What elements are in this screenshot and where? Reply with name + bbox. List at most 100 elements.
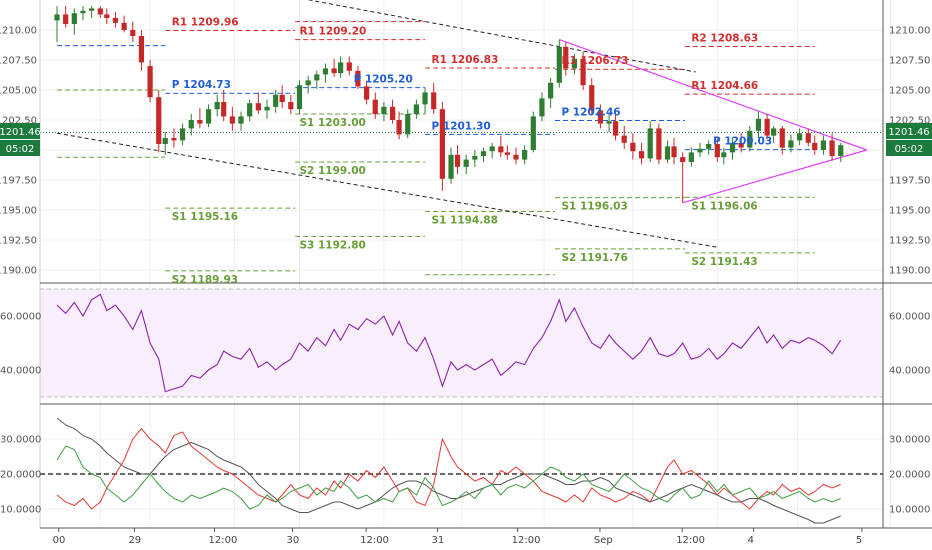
candle-body bbox=[214, 102, 220, 110]
price-tick-right: 1192.50 bbox=[889, 236, 930, 247]
pivot-level-label: S1 1196.06 bbox=[691, 200, 757, 212]
rsi-tick-right: 40.0000 bbox=[889, 366, 930, 377]
candle-body bbox=[104, 14, 110, 18]
candle-body bbox=[664, 146, 671, 160]
price-pane[interactable] bbox=[40, 0, 883, 276]
candle-body bbox=[454, 154, 461, 167]
adx-tick-right: 30.0000 bbox=[889, 435, 930, 446]
candle-body bbox=[714, 144, 720, 158]
candle-body bbox=[97, 8, 103, 15]
adx-series-line bbox=[56, 417, 841, 524]
candle-body bbox=[755, 118, 762, 131]
time-tick-label: 29 bbox=[128, 535, 141, 546]
candle-body bbox=[255, 103, 261, 111]
candle-body bbox=[422, 92, 428, 105]
candle-body bbox=[71, 13, 77, 24]
pivot-level-label: S3 1192.80 bbox=[299, 239, 365, 251]
candle-body bbox=[264, 106, 270, 111]
candle-body bbox=[621, 135, 627, 143]
countdown-right: 05:02 bbox=[895, 144, 924, 155]
candle-body bbox=[346, 62, 352, 71]
price-tick-left: 1202.50 bbox=[0, 116, 37, 127]
candle-body bbox=[548, 82, 554, 99]
rsi-tick-left: 40.0000 bbox=[0, 366, 41, 377]
candle-body bbox=[764, 118, 770, 136]
trend-line bbox=[682, 149, 867, 204]
candle-body bbox=[413, 104, 419, 114]
labels: 1210.00 1210.00 1207.50 1207.50 1205.00 1205.… bbox=[0, 16, 930, 546]
price-tick-left: 1207.50 bbox=[0, 56, 37, 67]
candle-body bbox=[706, 144, 712, 149]
candle-body bbox=[556, 46, 562, 83]
trend-line bbox=[559, 39, 867, 151]
time-tick-label: 12:00 bbox=[360, 535, 389, 546]
candle-body bbox=[89, 8, 95, 11]
candle-body bbox=[638, 151, 645, 159]
candle-body bbox=[656, 128, 662, 160]
rsi-series-line bbox=[56, 293, 842, 393]
rsi-pane[interactable] bbox=[40, 288, 883, 398]
candle-body bbox=[796, 133, 803, 141]
time-tick-label: 00 bbox=[53, 535, 66, 546]
pivot-level-label: P 1200.03 bbox=[713, 136, 772, 148]
candle-body bbox=[54, 14, 60, 21]
candle-body bbox=[112, 18, 119, 23]
time-tick-label: 31 bbox=[432, 535, 445, 546]
price-tick-right: 1207.50 bbox=[889, 56, 930, 67]
pivot-level-label: R1 1206.73 bbox=[561, 55, 628, 67]
candle-body bbox=[205, 109, 212, 124]
candle-body bbox=[463, 159, 469, 167]
time-tick-label: 30 bbox=[286, 535, 299, 546]
price-tick-left: 1205.00 bbox=[0, 86, 37, 97]
candle-body bbox=[504, 152, 510, 155]
candle-body bbox=[829, 140, 835, 156]
pivot-level-label: R2 1208.63 bbox=[691, 32, 758, 44]
price-tick-right: 1195.00 bbox=[889, 206, 930, 217]
candle-body bbox=[238, 116, 244, 124]
pivot-level-label: P 1204.73 bbox=[172, 79, 231, 91]
adx-tick-left: 20.0000 bbox=[0, 470, 41, 481]
candle-body bbox=[738, 142, 744, 148]
candle-body bbox=[63, 14, 69, 24]
candle-body bbox=[747, 130, 753, 148]
adx-tick-right: 20.0000 bbox=[889, 470, 930, 481]
adx-tick-right: 10.0000 bbox=[889, 505, 930, 516]
candle-body bbox=[589, 85, 595, 111]
adx-pane[interactable] bbox=[40, 417, 883, 524]
candle-body bbox=[812, 142, 818, 150]
pivot-level-label: S1 1194.88 bbox=[432, 214, 498, 226]
candle-body bbox=[305, 80, 311, 86]
price-tick-right: 1205.00 bbox=[889, 86, 930, 97]
pivot-level-label: R1 1209.96 bbox=[172, 16, 239, 28]
candle-body bbox=[229, 116, 235, 124]
candle-body bbox=[820, 140, 827, 150]
pivot-level-label: S2 1191.76 bbox=[561, 252, 627, 264]
current-price-left: 1201.46 bbox=[0, 127, 41, 138]
candle-body bbox=[288, 102, 294, 110]
candle-body bbox=[563, 46, 569, 69]
candle-body bbox=[697, 148, 703, 153]
time-tick-label: 12:00 bbox=[676, 535, 705, 546]
candle-body bbox=[597, 110, 604, 124]
pivot-level-label: S2 1189.93 bbox=[172, 274, 238, 286]
candle-body bbox=[729, 142, 736, 153]
pivot-level-label: S1 1196.03 bbox=[561, 201, 627, 213]
candle-body bbox=[296, 85, 303, 110]
price-tick-right: 1190.00 bbox=[889, 266, 930, 277]
candle-body bbox=[779, 128, 785, 148]
pivot-level-label: P 1202.46 bbox=[561, 106, 620, 118]
candle-body bbox=[522, 150, 528, 160]
candle-body bbox=[580, 58, 586, 86]
pivot-level-label: R1 1209.20 bbox=[299, 26, 366, 38]
price-tick-left: 1190.00 bbox=[0, 266, 37, 277]
candle-body bbox=[671, 146, 677, 158]
candle-body bbox=[431, 92, 437, 110]
candle-body bbox=[322, 68, 329, 75]
candle-body bbox=[630, 142, 636, 152]
pivot-level-label: R1 1204.66 bbox=[691, 80, 758, 92]
countdown-left: 05:02 bbox=[6, 144, 35, 155]
candle-body bbox=[647, 128, 653, 159]
adx-tick-left: 30.0000 bbox=[0, 435, 41, 446]
pivot-level-label: S2 1191.43 bbox=[691, 256, 757, 268]
